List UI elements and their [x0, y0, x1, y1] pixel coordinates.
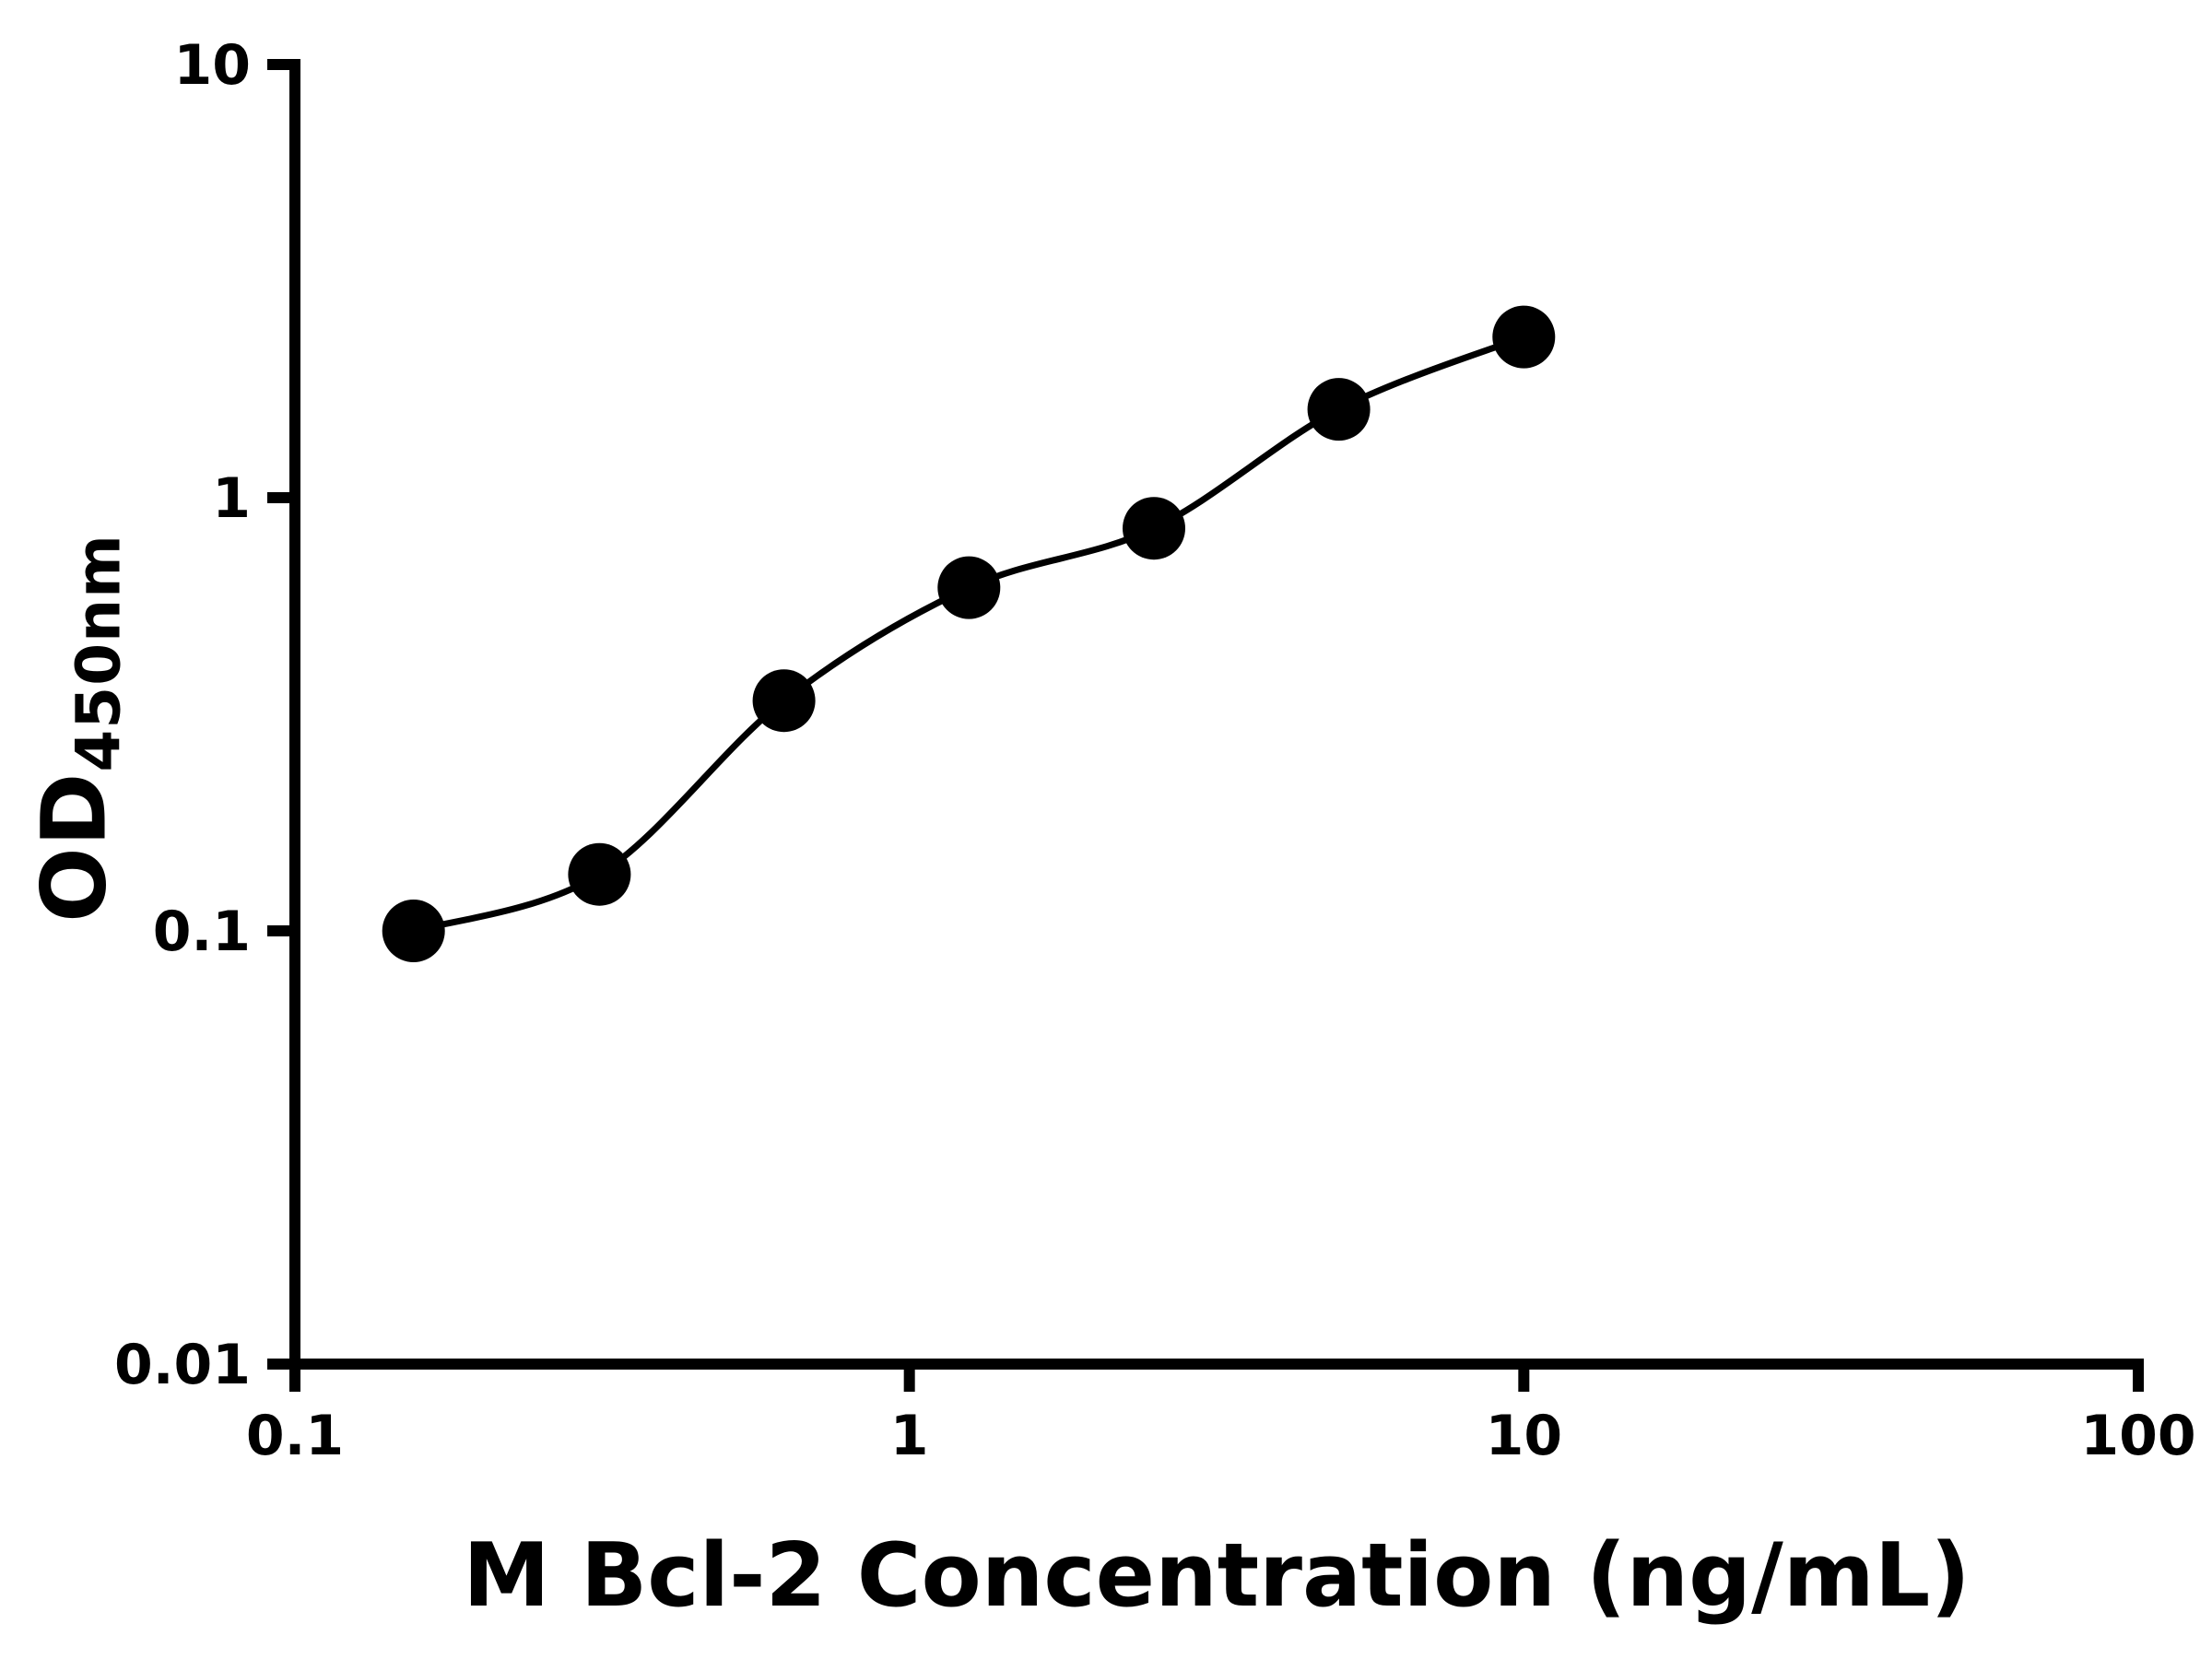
y-axis-title-subscript: 450nm [63, 534, 135, 772]
data-point [1123, 497, 1185, 560]
y-tick-label: 0.01 [114, 1333, 251, 1397]
x-tick-label: 10 [1486, 1404, 1563, 1468]
data-point [937, 556, 1001, 619]
y-axis-title-main: OD [22, 771, 126, 923]
data-point [382, 900, 445, 962]
data-point [752, 669, 816, 733]
data-point [1492, 305, 1556, 369]
y-tick-label: 10 [174, 33, 252, 98]
y-tick-label: 0.1 [153, 900, 251, 964]
data-point [568, 842, 631, 906]
x-axis-title: M Bcl-2 Concentration (ng/mL) [463, 1525, 1971, 1627]
data-point [1307, 378, 1371, 441]
x-tick-label: 0.1 [246, 1404, 344, 1468]
x-tick-label: 1 [890, 1404, 929, 1468]
y-tick-label: 1 [212, 466, 251, 531]
y-axis-title: OD450nm [23, 534, 135, 923]
x-tick-label: 100 [2080, 1404, 2195, 1468]
